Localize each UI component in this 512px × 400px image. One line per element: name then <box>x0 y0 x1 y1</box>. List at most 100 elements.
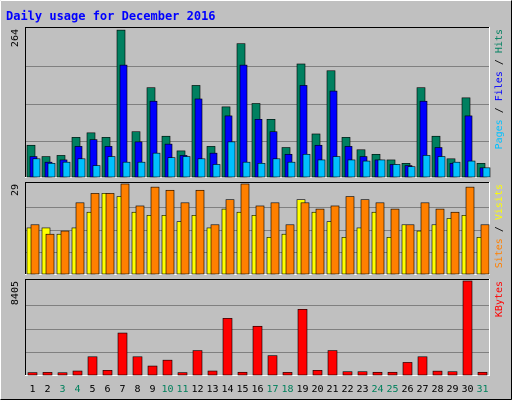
pages-bar <box>392 164 401 178</box>
pages-bar <box>257 163 266 178</box>
sites-bar <box>120 183 130 275</box>
series-legend: Pages / Files / Hits <box>494 29 505 149</box>
pages-bar <box>467 160 476 178</box>
pages-bar <box>77 158 86 178</box>
sites-bar <box>375 202 385 275</box>
day-tick-label: 18 <box>281 384 293 395</box>
kbytes-bar <box>27 372 38 376</box>
files-bar <box>119 64 128 178</box>
kbytes-bar <box>297 309 308 376</box>
sites-bar <box>240 183 250 275</box>
legend-part: / <box>494 101 505 119</box>
pages-bar <box>422 155 431 178</box>
sites-bar <box>210 224 220 275</box>
day-tick-label: 14 <box>221 384 233 395</box>
sites-bar <box>195 189 205 275</box>
kbytes-bar <box>252 325 263 376</box>
sites-bar <box>480 224 490 275</box>
pages-bar <box>287 161 296 178</box>
kbytes-bar <box>477 371 488 376</box>
series-legend: Sites / Visits <box>494 184 505 268</box>
sites-bar <box>450 211 460 275</box>
chart-title: Daily usage for December 2016 <box>6 9 216 23</box>
kbytes-bar <box>162 359 173 376</box>
pages-bar <box>332 156 341 178</box>
sites-bar <box>345 196 355 275</box>
legend-part: Files <box>494 71 505 101</box>
series-legend: KBytes <box>494 281 505 317</box>
day-tick-label: 23 <box>356 384 368 395</box>
pages-bar <box>167 157 176 178</box>
sites-bar <box>330 205 340 275</box>
day-tick-label: 10 <box>161 384 173 395</box>
pages-bar <box>452 161 461 178</box>
day-tick-label: 27 <box>416 384 428 395</box>
kbytes-bar <box>207 370 218 376</box>
pages-bar <box>407 166 416 178</box>
day-tick-label: 13 <box>206 384 218 395</box>
day-tick-label: 29 <box>446 384 458 395</box>
axis-max-label: 264 <box>10 29 21 47</box>
kbytes-bar <box>57 372 68 376</box>
files-bar <box>239 64 248 178</box>
kbytes-bar <box>117 332 128 376</box>
sites-bar <box>270 202 280 275</box>
sites-bar <box>420 202 430 275</box>
kbytes-bar <box>387 371 398 376</box>
sites-bar <box>405 224 415 275</box>
day-tick-label: 26 <box>401 384 413 395</box>
kbytes-bar <box>222 318 233 376</box>
kbytes-bar <box>147 365 158 376</box>
kbytes-bar <box>357 371 368 376</box>
day-tick-label: 21 <box>326 384 338 395</box>
kbytes-bar <box>417 356 428 376</box>
sites-bar <box>300 202 310 275</box>
legend-part: / <box>494 53 505 71</box>
sites-bar <box>180 202 190 275</box>
kbytes-bar <box>42 372 53 376</box>
pages-bar <box>32 158 41 178</box>
pages-bar <box>227 141 236 178</box>
sites-bar <box>255 205 265 275</box>
kbytes-bar <box>192 350 203 376</box>
day-tick-label: 24 <box>371 384 383 395</box>
kbytes-bar <box>462 280 473 376</box>
pages-bar <box>122 161 131 178</box>
day-labels: 1 2 3 4 5 6 7 8 9 10 11 12 13 14 15 16 17 18 19 20 21 22 23 24 2… <box>29 384 488 395</box>
sites-bar <box>465 186 475 275</box>
hits-panel: 264 Pages / Files / Hits <box>10 27 505 178</box>
sites-bar <box>105 193 115 275</box>
sites-bar <box>30 224 40 275</box>
sites-bar <box>360 199 370 275</box>
kbytes-bar <box>342 371 353 376</box>
kbytes-bar <box>72 370 83 376</box>
legend-part: KBytes <box>494 281 505 317</box>
pages-bar <box>182 156 191 178</box>
sites-bar <box>75 202 85 275</box>
day-tick-label: 19 <box>296 384 308 395</box>
pages-bar <box>242 161 251 178</box>
sites-bar <box>435 208 445 275</box>
day-tick-label: 17 <box>266 384 278 395</box>
day-tick-label: 20 <box>311 384 323 395</box>
pages-bar <box>347 159 356 178</box>
legend-part: Pages <box>494 119 505 149</box>
day-tick-label: 9 <box>149 384 155 395</box>
sites-bar <box>45 233 55 275</box>
sites-bar <box>165 189 175 275</box>
pages-bar <box>272 158 281 178</box>
kbytes-bar <box>102 370 113 376</box>
kbytes-bar <box>177 372 188 376</box>
pages-bar <box>482 167 491 178</box>
day-tick-label: 28 <box>431 384 443 395</box>
pages-bar <box>137 161 146 178</box>
sites-bar <box>90 193 100 275</box>
day-tick-label: 22 <box>341 384 353 395</box>
day-tick-label: 12 <box>191 384 203 395</box>
legend-part: Hits <box>494 29 505 53</box>
pages-bar <box>92 165 101 178</box>
kbytes-bar <box>267 355 278 376</box>
kbytes-bar <box>87 356 98 376</box>
sites-bar <box>135 205 145 275</box>
